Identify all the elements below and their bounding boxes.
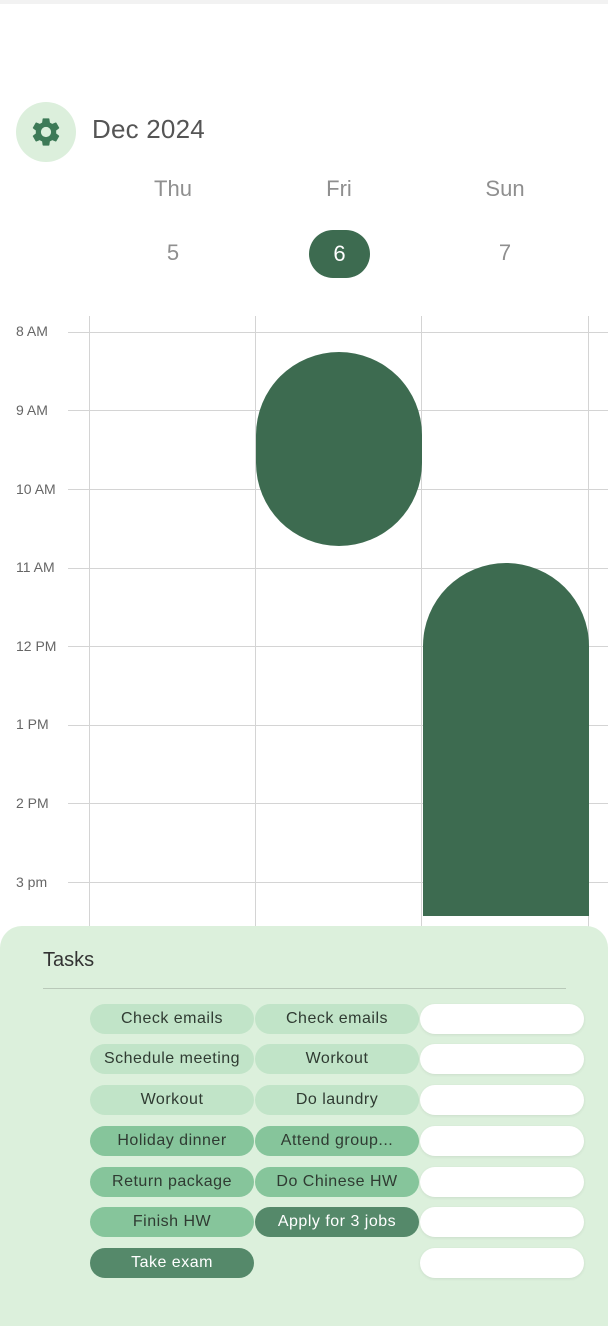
tasks-title: Tasks [43,949,95,971]
task-chip[interactable]: Workout [90,1085,254,1115]
date-7[interactable]: 7 [498,240,512,265]
hour-line [68,568,608,569]
settings-button[interactable] [16,102,76,162]
empty-task-slot[interactable] [420,1207,584,1237]
calendar-event-fri[interactable] [256,352,422,546]
day-column-divider [421,316,422,928]
hour-line [68,332,608,333]
status-bar [0,0,608,4]
hour-line [68,646,608,647]
tasks-divider [43,988,566,989]
tasks-panel: Tasks Check emails Schedule meeting Work… [0,926,608,1326]
day-header-thu: Thu [154,176,192,201]
empty-task-slot[interactable] [420,1004,584,1034]
task-chip[interactable]: Schedule meeting [90,1044,254,1074]
task-chip[interactable]: Return package [90,1167,254,1197]
date-5[interactable]: 5 [166,240,180,265]
time-label-1pm: 1 PM [16,716,49,732]
month-title[interactable]: Dec 2024 [92,114,205,144]
time-label-10am: 10 AM [16,481,56,497]
empty-task-slot[interactable] [420,1044,584,1074]
task-chip[interactable]: Do Chinese HW [255,1167,419,1197]
hour-line [68,725,608,726]
task-chip[interactable]: Do laundry [255,1085,419,1115]
task-chip[interactable]: Holiday dinner [90,1126,254,1156]
task-chip[interactable]: Workout [255,1044,419,1074]
hour-line [68,882,608,883]
day-header-fri: Fri [326,176,352,201]
empty-task-slot[interactable] [420,1248,584,1278]
task-chip[interactable]: Take exam [90,1248,254,1278]
time-label-11am: 11 AM [16,559,55,575]
time-label-3pm: 3 pm [16,874,48,890]
time-label-9am: 9 AM [16,402,48,418]
time-label-8am: 8 AM [16,323,48,339]
gear-icon [32,118,60,146]
date-6-selected[interactable]: 6 [309,230,370,278]
time-label-12pm: 12 PM [16,638,57,654]
day-column-divider [255,316,256,928]
hour-line [68,803,608,804]
task-chip[interactable]: Finish HW [90,1207,254,1237]
task-chip[interactable]: Attend group... [255,1126,419,1156]
day-column-divider [89,316,90,928]
day-header-sun: Sun [485,176,525,201]
task-chip[interactable]: Check emails [90,1004,254,1034]
empty-task-slot[interactable] [420,1167,584,1197]
time-label-2pm: 2 PM [16,795,49,811]
day-column-divider [588,316,589,928]
empty-task-slot[interactable] [420,1126,584,1156]
calendar-event-sun[interactable] [423,563,589,916]
empty-task-slot[interactable] [420,1085,584,1115]
task-chip[interactable]: Apply for 3 jobs [255,1207,419,1237]
task-chip[interactable]: Check emails [255,1004,419,1034]
